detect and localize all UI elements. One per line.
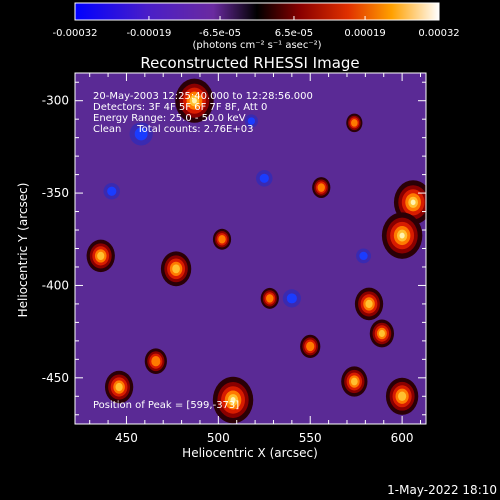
annotation-total-counts: Clean Total counts: 2.76E+03 <box>93 124 253 135</box>
bright-source-contour <box>97 251 105 261</box>
bright-source-contour <box>151 355 161 367</box>
x-tick-label: 600 <box>391 431 414 445</box>
bright-source-contour <box>399 232 405 239</box>
annotation-detectors: Detectors: 3F 4F 5F 6F 7F 8F, Att 0 <box>93 102 267 113</box>
chart-title: Reconstructed RHESSI Image <box>140 54 359 72</box>
heatmap-sources <box>86 78 426 424</box>
bright-source-contour <box>192 97 197 104</box>
bright-source-contour <box>230 397 236 403</box>
x-tick-label: 550 <box>299 431 322 445</box>
footer-date: 1-May-2022 18:10 <box>387 483 497 497</box>
bright-source-contour <box>351 119 358 127</box>
colorbar-ticks: -0.00032 -0.00019 -6.5e-05 6.5e-05 0.00019 0.… <box>53 16 460 39</box>
bright-source-contour <box>365 299 373 309</box>
colorbar-tick-label: -0.00019 <box>126 28 171 39</box>
colorbar-tick-label: 0.00019 <box>344 28 385 39</box>
bright-source-contour <box>218 234 226 244</box>
negative-source-core <box>247 117 256 125</box>
axis-ticks: 450 500 550 600 -300 -350 -400 -450 <box>42 73 426 445</box>
colorbar-frame <box>74 2 440 21</box>
colorbar-tick-label: -6.5e-05 <box>199 28 241 39</box>
colorbar-unit-label: (photons cm⁻² s⁻¹ asec⁻²) <box>192 40 321 51</box>
bright-source-contour <box>306 341 315 352</box>
negative-source-core <box>134 127 148 141</box>
bright-source-contour <box>266 294 274 303</box>
negative-source-core <box>107 186 117 196</box>
negative-source-core <box>286 293 297 304</box>
negative-source-core <box>359 251 368 261</box>
x-tick-label: 450 <box>115 431 138 445</box>
bright-source-contour <box>350 377 358 386</box>
bright-source-contour <box>410 199 416 206</box>
y-axis-label: Heliocentric Y (arcsec) <box>16 183 30 318</box>
bright-source-contour <box>115 382 123 392</box>
y-tick-label: -450 <box>42 371 69 385</box>
bright-source-contour <box>317 183 325 192</box>
colorbar-tick-label: 6.5e-05 <box>275 28 313 39</box>
bright-source-contour <box>397 391 407 402</box>
annotation-energy-range: Energy Range: 25.0 - 50.0 keV <box>93 113 246 124</box>
y-tick-label: -400 <box>42 278 69 292</box>
colorbar <box>75 3 439 20</box>
bright-source-contour <box>378 329 385 338</box>
annotation-peak-position: Position of Peak = [599,-373] <box>93 400 239 411</box>
annotation-time-range: 20-May-2003 12:25:40.000 to 12:28:56.000 <box>93 91 313 102</box>
bright-source-contour <box>172 264 180 274</box>
colorbar-tick-label: -0.00032 <box>53 28 98 39</box>
y-tick-label: -300 <box>42 94 69 108</box>
y-tick-label: -350 <box>42 186 69 200</box>
x-axis-label: Heliocentric X (arcsec) <box>182 446 318 460</box>
negative-source-core <box>259 173 269 183</box>
colorbar-tick-label: 0.00032 <box>418 28 459 39</box>
x-tick-label: 500 <box>207 431 230 445</box>
heatmap-image <box>75 73 426 424</box>
